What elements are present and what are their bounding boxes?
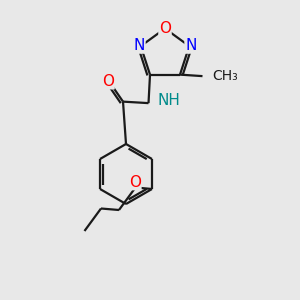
Text: N: N (134, 38, 145, 53)
Text: O: O (129, 175, 141, 190)
Text: NH: NH (158, 93, 180, 108)
Text: O: O (102, 74, 114, 89)
Text: N: N (185, 38, 196, 53)
Text: CH₃: CH₃ (212, 69, 238, 83)
Text: O: O (159, 21, 171, 36)
